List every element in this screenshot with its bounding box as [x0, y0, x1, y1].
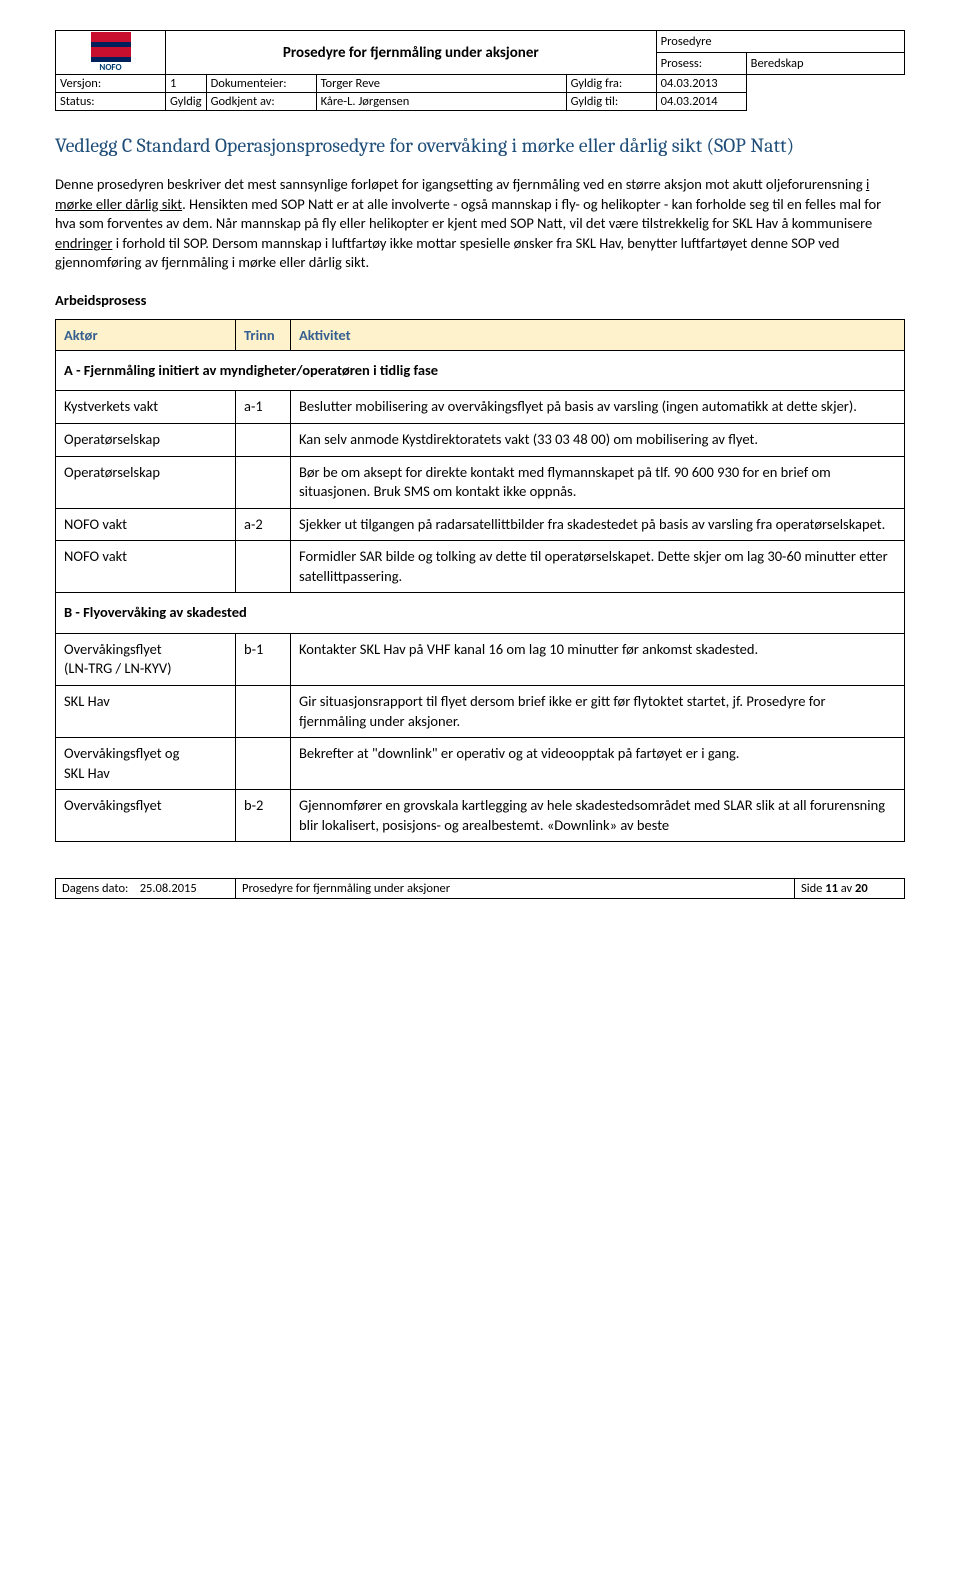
table-row: Overvåkingsflyet b-2 Gjennomfører en gro…: [56, 790, 905, 842]
footer-date-label: Dagens dato:: [62, 881, 128, 896]
actor-cell: NOFO vakt: [56, 508, 236, 541]
approved-value: Kåre-L. Jørgensen: [316, 93, 566, 111]
process-value: Beredskap: [746, 53, 904, 75]
process-table: Aktør Trinn Aktivitet A - Fjernmåling in…: [55, 319, 905, 843]
step-cell: [236, 541, 291, 593]
step-cell: [236, 423, 291, 456]
step-cell: b-2: [236, 790, 291, 842]
step-cell: b-1: [236, 633, 291, 685]
table-row: NOFO vakt a-2 Sjekker ut tilgangen på ra…: [56, 508, 905, 541]
owner-value: Torger Reve: [316, 75, 566, 93]
version-label: Versjon:: [56, 75, 166, 93]
activity-cell: Kan selv anmode Kystdirektoratets vakt (…: [291, 423, 905, 456]
logo-cell: NOFO: [56, 31, 166, 75]
th-actor: Aktør: [56, 319, 236, 350]
intro-underline-2: endringer: [55, 234, 112, 252]
table-row: Overvåkingsflyet og SKL Hav Bekrefter at…: [56, 738, 905, 790]
table-row: SKL Hav Gir situasjonsrapport til flyet …: [56, 686, 905, 738]
activity-cell: Beslutter mobilisering av overvåkingsfly…: [291, 391, 905, 424]
step-cell: a-1: [236, 391, 291, 424]
step-cell: [236, 738, 291, 790]
actor-cell: Operatørselskap: [56, 456, 236, 508]
footer-table: Dagens dato: 25.08.2015 Prosedyre for fj…: [55, 878, 905, 899]
table-row: Operatørselskap Bør be om aksept for dir…: [56, 456, 905, 508]
actor-cell: NOFO vakt: [56, 541, 236, 593]
process-label: Prosess:: [656, 53, 746, 75]
document-page: NOFO Prosedyre for fjernmåling under aks…: [0, 0, 960, 909]
footer-center: Prosedyre for fjernmåling under aksjoner: [236, 879, 795, 899]
actor-cell: SKL Hav: [56, 686, 236, 738]
table-row: Operatørselskap Kan selv anmode Kystdire…: [56, 423, 905, 456]
valid-to-value: 04.03.2014: [656, 93, 746, 111]
th-activity: Aktivitet: [291, 319, 905, 350]
logo-text: NOFO: [60, 62, 161, 73]
header-prosedyre: Prosedyre: [656, 31, 904, 53]
activity-cell: Bør be om aksept for direkte kontakt med…: [291, 456, 905, 508]
footer-date-value: 25.08.2015: [140, 881, 197, 896]
version-value: 1: [166, 75, 207, 93]
footer-date: Dagens dato: 25.08.2015: [56, 879, 236, 899]
actor-cell: Overvåkingsflyet og SKL Hav: [56, 738, 236, 790]
table-row: Kystverkets vakt a-1 Beslutter mobiliser…: [56, 391, 905, 424]
intro-text-3: i forhold til SOP. Dersom mannskap i luf…: [55, 234, 840, 272]
owner-label: Dokumenteier:: [206, 75, 316, 93]
section-title: Vedlegg C Standard Operasjonsprosedyre f…: [55, 133, 905, 159]
activity-cell: Formidler SAR bilde og tolking av dette …: [291, 541, 905, 593]
document-header-table: NOFO Prosedyre for fjernmåling under aks…: [55, 30, 905, 111]
table-row: Overvåkingsflyet (LN-TRG / LN-KYV) b-1 K…: [56, 633, 905, 685]
intro-text-1: Denne prosedyren beskriver det mest sann…: [55, 175, 866, 193]
step-cell: [236, 686, 291, 738]
section-a-title: A - Fjernmåling initiert av myndigheter/…: [56, 350, 905, 391]
table-row: NOFO vakt Formidler SAR bilde og tolking…: [56, 541, 905, 593]
valid-from-value: 04.03.2013: [656, 75, 746, 93]
step-cell: a-2: [236, 508, 291, 541]
th-step: Trinn: [236, 319, 291, 350]
activity-cell: Gjennomfører en grovskala kartlegging av…: [291, 790, 905, 842]
valid-to-label: Gyldig til:: [566, 93, 656, 111]
arbeidsprosess-heading: Arbeidsprosess: [55, 291, 905, 309]
section-b-title: B - Flyovervåking av skadested: [56, 593, 905, 634]
status-label: Status:: [56, 93, 166, 111]
status-value: Gyldig: [166, 93, 207, 111]
activity-cell: Gir situasjonsrapport til flyet dersom b…: [291, 686, 905, 738]
section-b-header: B - Flyovervåking av skadested: [56, 593, 905, 634]
activity-cell: Bekrefter at "downlink" er operativ og a…: [291, 738, 905, 790]
activity-cell: Kontakter SKL Hav på VHF kanal 16 om lag…: [291, 633, 905, 685]
intro-paragraph: Denne prosedyren beskriver det mest sann…: [55, 175, 905, 273]
actor-cell: Overvåkingsflyet: [56, 790, 236, 842]
actor-cell: Kystverkets vakt: [56, 391, 236, 424]
footer-page-text: Side 11 av 20: [801, 881, 868, 896]
footer-page: Side 11 av 20: [795, 879, 905, 899]
valid-from-label: Gyldig fra:: [566, 75, 656, 93]
nofo-logo-icon: [91, 32, 131, 62]
doc-title: Prosedyre for fjernmåling under aksjoner: [166, 31, 657, 75]
actor-cell: Overvåkingsflyet (LN-TRG / LN-KYV): [56, 633, 236, 685]
actor-cell: Operatørselskap: [56, 423, 236, 456]
section-a-header: A - Fjernmåling initiert av myndigheter/…: [56, 350, 905, 391]
approved-label: Godkjent av:: [206, 93, 316, 111]
step-cell: [236, 456, 291, 508]
activity-cell: Sjekker ut tilgangen på radarsatellittbi…: [291, 508, 905, 541]
